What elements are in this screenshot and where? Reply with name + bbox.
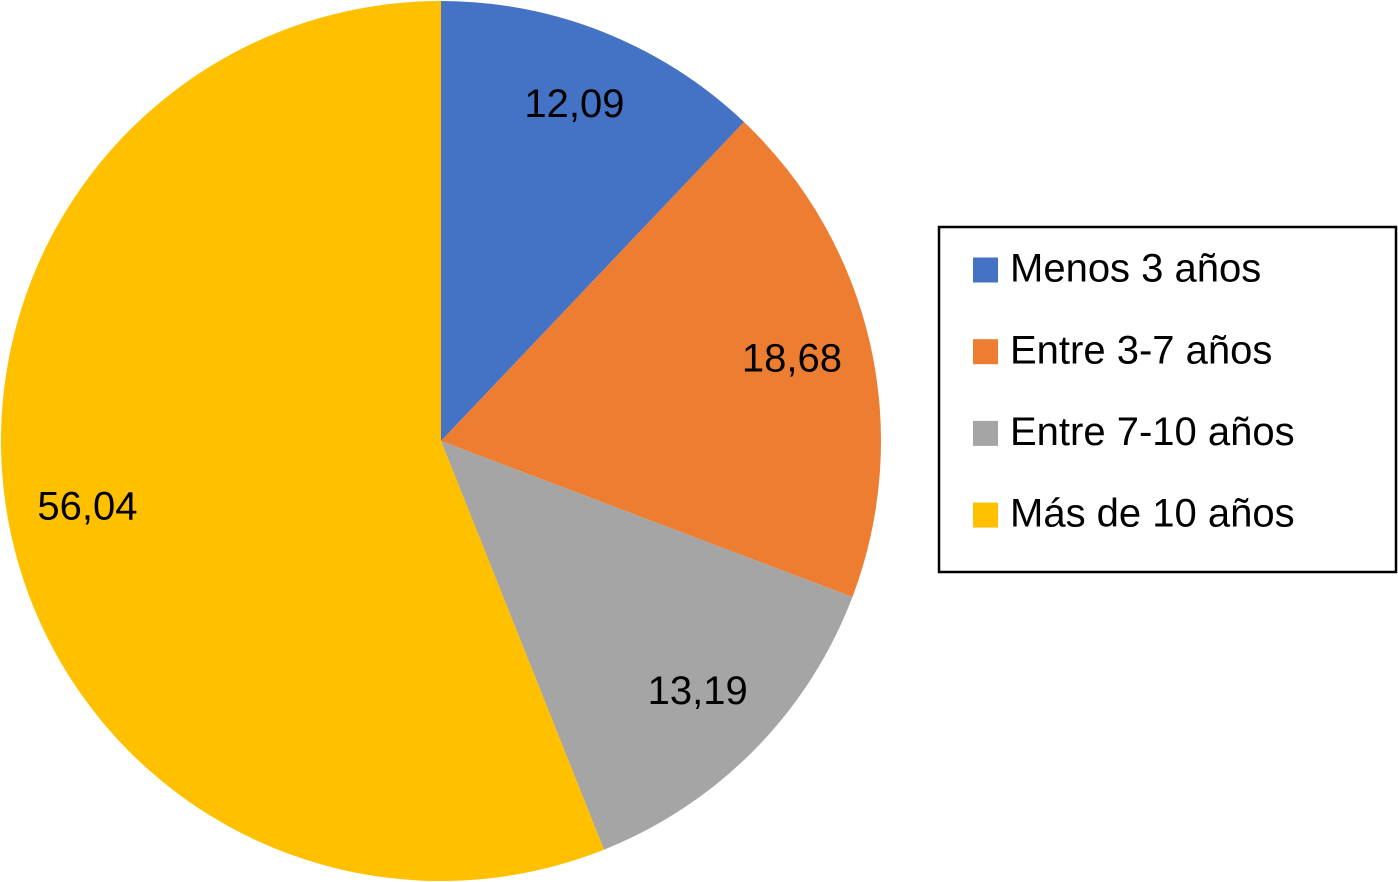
pie-slice (441, 1, 745, 441)
pie-slice (1, 1, 605, 882)
data-label: 18,68 (742, 336, 842, 380)
legend-swatch (973, 257, 998, 283)
legend-label: Más de 10 años (1010, 492, 1295, 536)
legend-label: Menos 3 años (1010, 247, 1261, 291)
legend-label: Entre 3-7 años (1010, 328, 1272, 372)
legend-box (937, 225, 1398, 574)
data-label: 56,04 (37, 484, 137, 528)
legend-swatch (973, 502, 998, 528)
legend-swatch (973, 420, 998, 446)
data-label: 13,19 (648, 669, 748, 713)
pie-slice (441, 121, 881, 598)
legend-label: Entre 7-10 años (1010, 410, 1295, 454)
legend-swatch (973, 339, 998, 365)
data-label: 12,09 (524, 82, 624, 126)
pie-slice (441, 441, 853, 850)
